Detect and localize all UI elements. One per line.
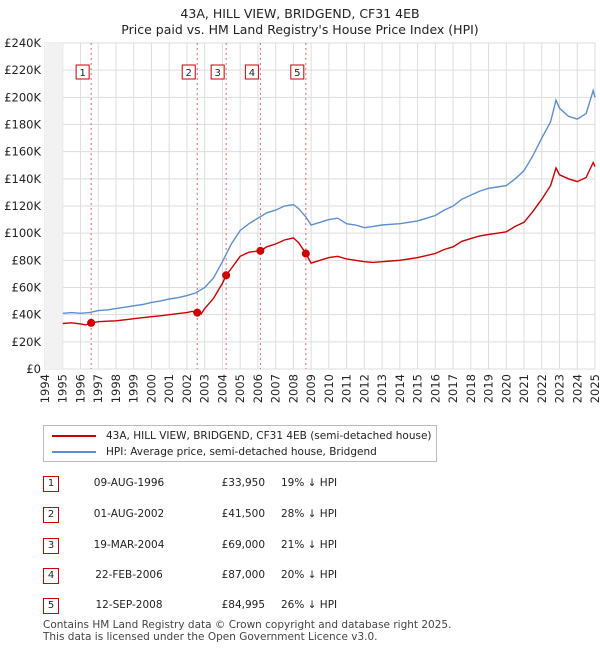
x-tick-label: 2021 [517, 374, 531, 403]
transaction-hpi: 28% ↓ HPI [281, 508, 338, 520]
transaction-date: 22-FEB-2006 [95, 569, 163, 581]
transaction-marker: 5 [43, 598, 59, 614]
transaction-label: 2 [186, 68, 192, 79]
x-tick-label: 2023 [553, 374, 567, 403]
y-tick-label: £200K [4, 90, 41, 104]
transaction-price: £87,000 [221, 569, 265, 581]
x-tick-label: 2017 [446, 374, 460, 403]
x-tick-label: 2011 [340, 374, 354, 403]
x-tick-label: 1998 [109, 374, 123, 403]
y-tick-label: £40K [12, 308, 42, 322]
transaction-point [256, 246, 265, 255]
x-tick-label: 2024 [570, 374, 584, 403]
x-tick-label: 1995 [56, 374, 70, 403]
transaction-label-box [290, 64, 305, 80]
transaction-hpi: 19% ↓ HPI [281, 477, 338, 489]
transaction-price: £33,950 [221, 477, 265, 489]
transaction-point [222, 271, 231, 280]
series-line [62, 87, 596, 315]
x-tick-label: 2008 [286, 374, 300, 403]
legend: 43A, HILL VIEW, BRIDGEND, CF31 4EB (semi… [43, 425, 437, 462]
footer-copyright: Contains HM Land Registry data © Crown c… [43, 619, 452, 631]
chart-title: 43A, HILL VIEW, BRIDGEND, CF31 4EB [180, 6, 420, 21]
x-tick-label: 2018 [464, 374, 478, 403]
x-tick-label: 1997 [91, 374, 105, 403]
x-tick-label: 2006 [251, 374, 265, 403]
transaction-point [87, 318, 96, 327]
y-tick-label: £180K [4, 118, 41, 132]
price-chart: £0 £20K £40K £60K £80K £100K £120K £140K £160K £1… [4, 36, 600, 403]
x-tick-label: 2019 [482, 374, 496, 403]
x-tick-label: 2014 [393, 374, 407, 403]
transaction-label-box [210, 64, 225, 80]
x-tick-label: 2010 [322, 374, 336, 403]
y-tick-label: £120K [4, 199, 41, 213]
x-tick-label: 1996 [73, 374, 87, 403]
x-tick-label: 1994 [38, 374, 52, 403]
y-tick-label: £240K [4, 36, 41, 50]
transaction-label-box [181, 64, 196, 80]
x-tick-label: 2016 [428, 374, 442, 403]
y-tick-label: £100K [4, 226, 41, 240]
y-tick-label: £0 [26, 362, 41, 376]
footer-licence: This data is licensed under the Open Gov… [43, 631, 378, 643]
transaction-hpi: 20% ↓ HPI [281, 569, 338, 581]
x-tick-label: 2013 [375, 374, 389, 403]
x-tick-label: 2000 [144, 374, 158, 403]
transaction-marker: 1 [43, 476, 59, 492]
y-tick-label: £220K [4, 63, 41, 77]
legend-label-hpi: HPI: Average price, semi-detached house,… [106, 446, 377, 458]
x-tick-label: 2002 [180, 374, 194, 403]
transaction-label: 1 [79, 68, 85, 79]
transaction-hpi: 21% ↓ HPI [281, 539, 338, 551]
transaction-date: 19-MAR-2004 [93, 539, 165, 551]
chart-subtitle: Price paid vs. HM Land Registry's House … [121, 22, 479, 37]
transaction-label-box [75, 64, 90, 80]
x-tick-label: 2005 [233, 374, 247, 403]
legend-swatch-property [52, 435, 96, 437]
x-tick-label: 2022 [535, 374, 549, 403]
legend-item-hpi: HPI: Average price, semi-detached house,… [52, 445, 377, 459]
transaction-date: 09-AUG-1996 [93, 477, 165, 489]
y-tick-label: £60K [12, 281, 42, 295]
x-tick-label: 2020 [499, 374, 513, 403]
transaction-date: 01-AUG-2002 [93, 508, 165, 520]
x-tick-label: 2007 [269, 374, 283, 403]
y-tick-label: £20K [12, 335, 42, 349]
transaction-point [301, 249, 310, 258]
transaction-price: £84,995 [221, 599, 265, 611]
transaction-price: £69,000 [221, 539, 265, 551]
legend-swatch-hpi [52, 451, 96, 453]
transaction-date: 12-SEP-2008 [95, 599, 163, 611]
y-tick-label: £140K [4, 172, 41, 186]
transaction-marker: 2 [43, 507, 59, 523]
legend-item-property: 43A, HILL VIEW, BRIDGEND, CF31 4EB (semi… [52, 429, 432, 443]
legend-label-property: 43A, HILL VIEW, BRIDGEND, CF31 4EB (semi… [106, 430, 432, 442]
pre-data-region [45, 43, 63, 369]
y-tick-label: £160K [4, 145, 41, 159]
y-tick-label: £80K [12, 253, 42, 267]
transaction-label: 4 [249, 68, 255, 79]
x-tick-label: 2003 [198, 374, 212, 403]
x-tick-label: 2025 [588, 374, 600, 403]
transaction-label: 3 [214, 68, 220, 79]
series-line [62, 160, 596, 326]
transaction-hpi: 26% ↓ HPI [281, 599, 338, 611]
transaction-marker: 3 [43, 538, 59, 554]
x-tick-label: 2012 [357, 374, 371, 403]
x-tick-label: 2001 [162, 374, 176, 403]
x-tick-label: 2004 [215, 374, 229, 403]
transaction-price: £41,500 [221, 508, 265, 520]
transaction-marker: 4 [43, 568, 59, 584]
x-tick-label: 2009 [304, 374, 318, 403]
x-tick-label: 2015 [411, 374, 425, 403]
transaction-label-box [244, 64, 259, 80]
transaction-label: 5 [294, 68, 300, 79]
transaction-point [193, 308, 202, 317]
x-tick-label: 1999 [127, 374, 141, 403]
